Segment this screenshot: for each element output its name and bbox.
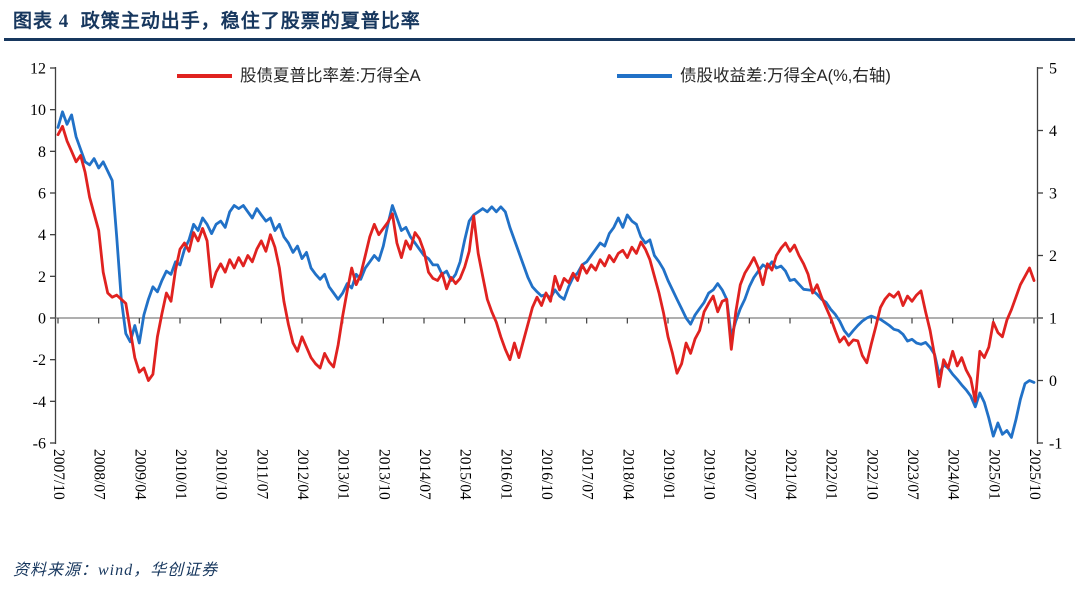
x-axis-tick-label: 2014/07 xyxy=(416,449,433,500)
x-axis-tick-label: 2018/04 xyxy=(619,449,636,500)
left-axis-tick-label: 4 xyxy=(38,227,46,244)
x-axis-tick-label: 2009/04 xyxy=(131,449,148,500)
right-axis-tick-label: 1 xyxy=(1049,311,1057,328)
legend-label-yield-gap: 债股收益差:万得全A(%,右轴) xyxy=(680,67,891,85)
x-axis-tick-label: 2012/04 xyxy=(294,449,311,500)
left-axis-tick-label: 6 xyxy=(38,186,46,203)
x-axis-tick-label: 2019/01 xyxy=(660,449,677,500)
red-line-swatch xyxy=(177,74,232,78)
right-axis-tick-label: 5 xyxy=(1049,61,1057,78)
x-axis-tick-label: 2016/10 xyxy=(538,449,555,500)
right-axis-tick-label: 4 xyxy=(1049,123,1057,140)
left-axis-tick-label: 2 xyxy=(38,269,46,286)
x-axis-tick-label: 2016/01 xyxy=(497,449,514,500)
title-underline xyxy=(4,38,1075,41)
legend-label-sharpe-diff: 股债夏普比率差:万得全A xyxy=(240,67,421,85)
right-axis-tick-label: 0 xyxy=(1049,373,1057,390)
x-axis-tick-label: 2015/04 xyxy=(457,449,474,500)
left-axis-tick-label: -2 xyxy=(33,352,46,369)
x-axis-tick-label: 2010/10 xyxy=(213,449,230,500)
x-axis-tick-label: 2023/07 xyxy=(904,449,921,500)
right-axis-tick-label: 3 xyxy=(1049,186,1057,203)
legend-item-sharpe-diff: 股债夏普比率差:万得全A xyxy=(177,66,421,86)
x-axis-tick-label: 2022/01 xyxy=(823,449,840,500)
left-axis-tick-label: 12 xyxy=(30,61,46,78)
x-axis-tick-label: 2019/10 xyxy=(701,449,718,500)
x-axis-tick-label: 2008/07 xyxy=(91,449,108,500)
x-axis-tick-label: 2021/04 xyxy=(782,449,799,500)
x-axis-tick-label: 2013/01 xyxy=(335,449,352,500)
figure-title: 图表 4 政策主动出手，稳住了股票的夏普比率 xyxy=(13,11,421,32)
red-series-line xyxy=(56,124,1036,403)
x-axis-tick-label: 2013/10 xyxy=(375,449,392,500)
left-axis-tick-label: -4 xyxy=(33,394,46,411)
left-axis-tick-label: -6 xyxy=(33,436,46,453)
left-axis-tick-label: 0 xyxy=(38,311,46,328)
x-axis-tick-label: 2024/04 xyxy=(945,449,962,500)
blue-line-swatch xyxy=(617,74,672,78)
x-axis-tick-label: 2025/10 xyxy=(1026,449,1043,500)
left-axis-tick-label: 10 xyxy=(30,102,46,119)
x-axis-tick-label: 2011/07 xyxy=(253,449,270,499)
x-axis-tick-label: 2017/07 xyxy=(579,449,596,500)
x-axis-tick-label: 2007/10 xyxy=(50,449,67,500)
blue-series-line xyxy=(56,110,1036,439)
x-axis-tick-label: 2010/01 xyxy=(172,449,189,500)
right-axis-tick-label: 2 xyxy=(1049,248,1057,265)
x-axis-tick-label: 2020/07 xyxy=(741,449,758,500)
right-axis-tick-label: -1 xyxy=(1049,436,1062,453)
x-axis-tick-label: 2022/10 xyxy=(863,449,880,500)
source-note: 资料来源：wind，华创证券 xyxy=(13,562,219,579)
legend-item-yield-gap: 债股收益差:万得全A(%,右轴) xyxy=(617,66,891,86)
left-axis-tick-label: 8 xyxy=(38,144,46,161)
x-axis-tick-label: 2025/01 xyxy=(985,449,1002,500)
